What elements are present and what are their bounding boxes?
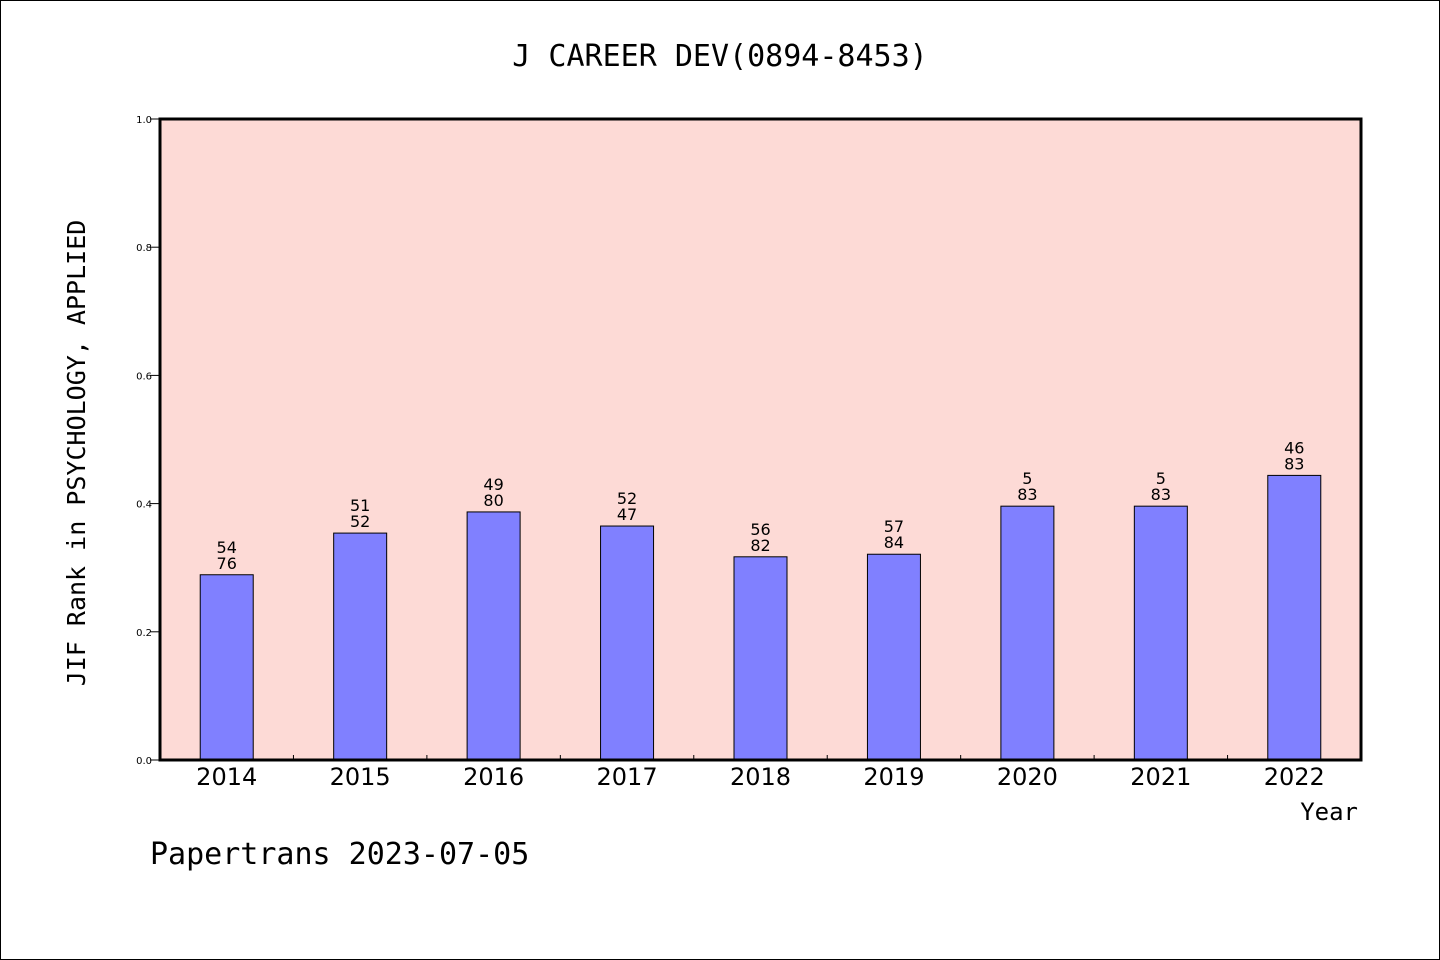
plot-border xyxy=(158,117,1363,762)
x-axis-label: Year xyxy=(1300,798,1358,826)
bar-2022 xyxy=(1267,474,1322,761)
x-axis: 2014 2015 2016 2017 2018 2019 2020 2021 2022 xyxy=(196,755,1325,791)
x-tick-label-2022: 2022 xyxy=(1264,763,1325,791)
bar-2019 xyxy=(866,553,921,761)
x-tick-label-2018: 2018 xyxy=(730,763,791,791)
bar-2021 xyxy=(1133,505,1188,761)
chart-title: J CAREER DEV(0894-8453) xyxy=(512,39,927,74)
bar-total-label-2021: 83 xyxy=(1151,485,1171,504)
bar-2014 xyxy=(199,574,254,761)
y-tick-label: 0.4 xyxy=(136,500,152,511)
bar-rank-label-2020: 5 xyxy=(1022,469,1032,488)
y-axis: 0.0 0.2 0.4 0.6 0.8 1.0 xyxy=(136,115,160,767)
bar-rank-label-2021: 5 xyxy=(1156,469,1166,488)
bar-rank-label-2014: 54 xyxy=(217,538,237,557)
bar-total-label-2014: 76 xyxy=(217,554,237,573)
bar-2018 xyxy=(733,556,788,761)
bar-rank-label-2022: 46 xyxy=(1284,438,1304,457)
bar-rank-label-2015: 51 xyxy=(350,496,370,515)
bar-2020 xyxy=(1000,505,1055,761)
x-tick-label-2014: 2014 xyxy=(196,763,257,791)
y-tick-label: 1.0 xyxy=(136,115,152,126)
bar-rank-label-2017: 52 xyxy=(617,489,637,508)
bar-total-label-2020: 83 xyxy=(1017,485,1037,504)
y-axis-label: JIF Rank in PSYCHOLOGY, APPLIED xyxy=(62,220,91,687)
x-tick-label-2016: 2016 xyxy=(463,763,524,791)
x-tick-label-2021: 2021 xyxy=(1130,763,1191,791)
bar-total-label-2018: 82 xyxy=(750,536,770,555)
bar-2016 xyxy=(466,511,521,761)
footer-text: Papertrans 2023-07-05 xyxy=(150,837,529,872)
bar-2015 xyxy=(333,532,388,761)
y-tick-label: 0.0 xyxy=(136,756,152,767)
bar-total-label-2015: 52 xyxy=(350,512,370,531)
y-tick-label: 0.2 xyxy=(136,628,152,639)
bar-total-label-2019: 84 xyxy=(884,533,904,552)
x-tick-label-2020: 2020 xyxy=(997,763,1058,791)
x-tick-label-2017: 2017 xyxy=(597,763,658,791)
bar-total-label-2017: 47 xyxy=(617,505,637,524)
bar-rank-label-2018: 56 xyxy=(750,520,770,539)
y-tick-label: 0.6 xyxy=(136,371,152,382)
x-tick-label-2019: 2019 xyxy=(863,763,924,791)
bar-rank-label-2016: 49 xyxy=(483,475,503,494)
bar-rank-label-2019: 57 xyxy=(884,517,904,536)
x-tick-label-2015: 2015 xyxy=(330,763,391,791)
y-tick-label: 0.8 xyxy=(136,243,152,254)
bar-2017 xyxy=(600,525,655,761)
bar-total-label-2022: 83 xyxy=(1284,454,1304,473)
bar-total-label-2016: 80 xyxy=(483,491,503,510)
